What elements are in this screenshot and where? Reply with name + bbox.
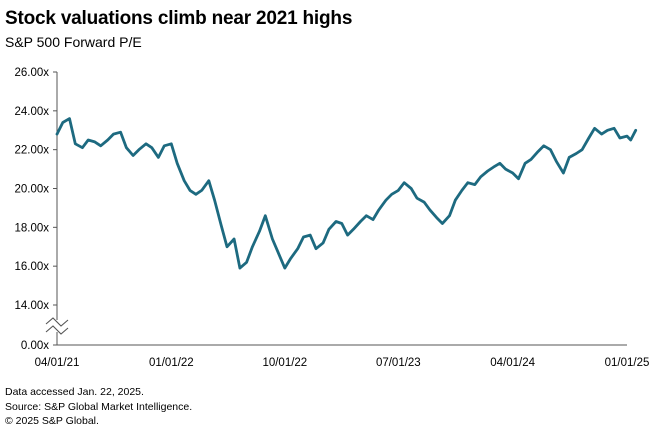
x-tick-label: 10/01/22 bbox=[262, 357, 307, 369]
line-chart: 26.00x 24.00x 22.00x 20.00x 18.00x 16.00x 14.0… bbox=[14, 67, 650, 369]
x-tick-label: 04/01/21 bbox=[35, 357, 80, 369]
axis-break-gap bbox=[45, 320, 69, 332]
y-tick-label: 22.00x bbox=[14, 145, 49, 157]
x-tick-label: 07/01/23 bbox=[376, 357, 421, 369]
footer-note-source: Source: S&P Global Market Intelligence. bbox=[5, 400, 193, 413]
axis-break-zigzag bbox=[45, 317, 69, 327]
chart-subtitle: S&P 500 Forward P/E bbox=[5, 34, 142, 50]
x-tick-label: 04/01/24 bbox=[490, 357, 535, 369]
y-tick-label: 14.00x bbox=[14, 300, 49, 312]
chart-title: Stock valuations climb near 2021 highs bbox=[5, 8, 353, 29]
y-tick-label: 18.00x bbox=[14, 222, 49, 234]
axis-break-icon bbox=[45, 317, 69, 335]
y-tick-label: 26.00x bbox=[14, 67, 49, 79]
x-tick-label: 01/01/25 bbox=[605, 357, 650, 369]
x-axis: 04/01/21 01/01/22 10/01/22 07/01/23 04/01/24… bbox=[35, 344, 650, 369]
axis-break-zigzag bbox=[45, 325, 69, 335]
series-line bbox=[55, 117, 638, 270]
footer-notes: Data accessed Jan. 22, 2025. Source: S&P… bbox=[5, 385, 192, 429]
footer-note-copyright: © 2025 S&P Global. bbox=[5, 415, 99, 427]
footer-note-data-accessed: Data accessed Jan. 22, 2025. bbox=[5, 386, 144, 398]
y-tick-label: 24.00x bbox=[14, 106, 49, 118]
y-tick-label: 0.00x bbox=[21, 340, 49, 352]
y-axis: 26.00x 24.00x 22.00x 20.00x 18.00x 16.00x 14.0… bbox=[14, 67, 58, 352]
y-tick-label: 16.00x bbox=[14, 261, 49, 273]
x-tick-label: 01/01/22 bbox=[149, 357, 194, 369]
y-tick-label: 20.00x bbox=[14, 184, 49, 196]
